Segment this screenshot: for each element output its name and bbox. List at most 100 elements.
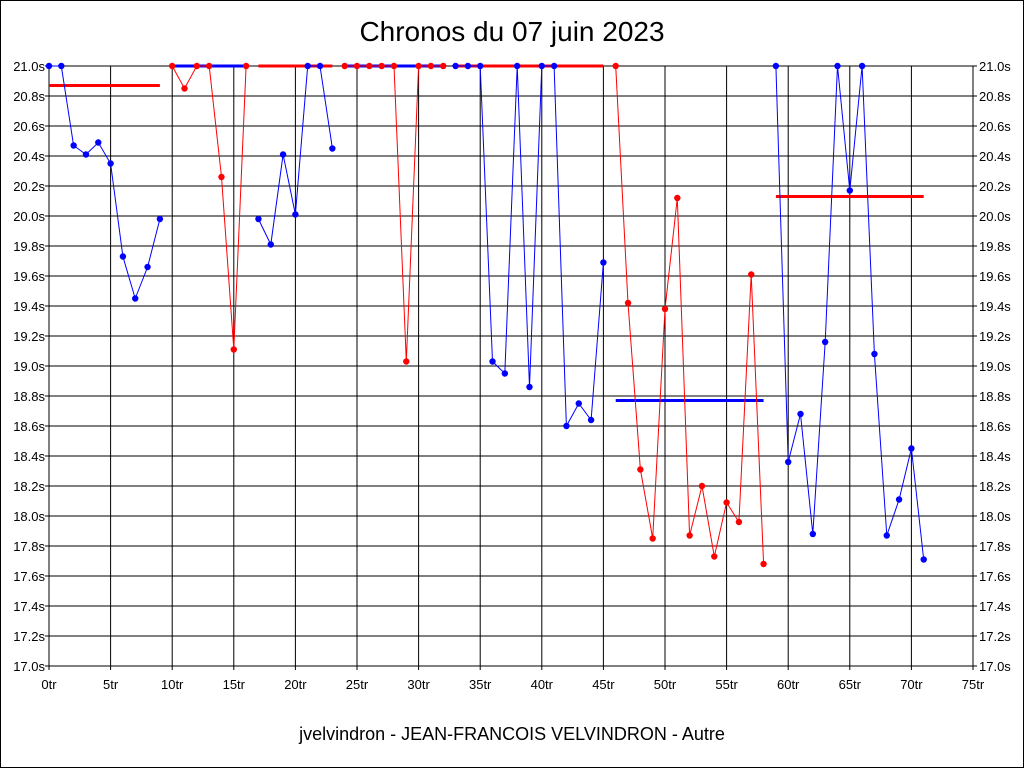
y-tick-label-right: 21.0s bbox=[979, 59, 1011, 74]
y-tick-label-right: 19.2s bbox=[979, 329, 1011, 344]
chart-title: Chronos du 07 juin 2023 bbox=[359, 16, 665, 47]
data-point bbox=[526, 383, 533, 391]
data-point bbox=[723, 499, 730, 506]
y-tick-label-right: 18.2s bbox=[979, 479, 1011, 494]
data-point bbox=[846, 187, 853, 194]
data-point bbox=[82, 151, 90, 158]
y-tick-label-right: 19.6s bbox=[979, 269, 1011, 284]
y-tick-label-left: 19.2s bbox=[13, 329, 45, 344]
data-point bbox=[329, 145, 336, 152]
x-tick-label: 30tr bbox=[407, 677, 430, 692]
y-tick-label-left: 18.2s bbox=[13, 479, 45, 494]
data-point bbox=[477, 62, 484, 70]
y-tick-label-right: 20.2s bbox=[979, 179, 1011, 194]
y-tick-label-right: 18.6s bbox=[979, 419, 1011, 434]
data-point bbox=[316, 62, 324, 70]
data-point bbox=[735, 518, 743, 526]
data-point bbox=[698, 482, 706, 490]
y-tick-label-left: 17.0s bbox=[13, 659, 45, 674]
y-tick-label-left: 18.6s bbox=[13, 419, 45, 434]
data-point bbox=[501, 370, 509, 377]
y-tick-label-left: 17.2s bbox=[13, 629, 45, 644]
data-point bbox=[785, 458, 792, 466]
x-tick-label: 20tr bbox=[284, 677, 307, 692]
data-point bbox=[415, 62, 422, 70]
data-point bbox=[883, 532, 890, 539]
y-tick-label-right: 19.8s bbox=[979, 239, 1011, 254]
data-point bbox=[107, 160, 114, 167]
y-tick-label-right: 18.8s bbox=[979, 389, 1011, 404]
data-point bbox=[760, 560, 767, 568]
y-tick-label-left: 20.8s bbox=[13, 89, 45, 104]
x-tick-label: 75tr bbox=[962, 677, 985, 692]
data-point bbox=[686, 532, 693, 539]
data-point bbox=[797, 410, 804, 418]
data-point bbox=[440, 62, 447, 70]
data-point bbox=[908, 445, 915, 452]
x-tick-label: 60tr bbox=[777, 677, 800, 692]
data-point bbox=[920, 556, 927, 563]
data-point bbox=[304, 62, 311, 70]
y-tick-label-left: 19.0s bbox=[13, 359, 45, 374]
y-tick-label-right: 20.8s bbox=[979, 89, 1011, 104]
data-point bbox=[70, 142, 77, 149]
data-point bbox=[538, 62, 545, 70]
data-point bbox=[95, 139, 102, 146]
data-point bbox=[871, 350, 878, 358]
data-point bbox=[58, 62, 65, 70]
y-tick-label-left: 18.0s bbox=[13, 509, 45, 524]
data-point bbox=[821, 338, 829, 346]
data-point bbox=[353, 62, 361, 70]
data-point bbox=[403, 358, 410, 365]
data-point bbox=[279, 151, 287, 158]
y-tick-label-right: 20.4s bbox=[979, 149, 1011, 164]
data-point bbox=[513, 62, 521, 70]
data-point bbox=[242, 62, 250, 70]
y-tick-label-left: 19.4s bbox=[13, 299, 45, 314]
data-point bbox=[809, 530, 817, 538]
data-point bbox=[834, 62, 841, 70]
data-point bbox=[674, 194, 681, 202]
y-tick-label-left: 17.8s bbox=[13, 539, 45, 554]
data-point bbox=[144, 263, 151, 271]
y-tick-label-right: 17.8s bbox=[979, 539, 1011, 554]
y-tick-label-right: 19.0s bbox=[979, 359, 1011, 374]
x-tick-label: 5tr bbox=[103, 677, 119, 692]
data-point bbox=[624, 299, 632, 307]
data-point bbox=[292, 211, 299, 218]
data-point bbox=[575, 400, 582, 407]
data-point bbox=[550, 62, 558, 70]
y-tick-label-right: 18.0s bbox=[979, 509, 1011, 524]
data-point bbox=[132, 295, 139, 302]
y-tick-label-left: 18.4s bbox=[13, 449, 45, 464]
data-point bbox=[563, 422, 570, 430]
x-tick-label: 70tr bbox=[900, 677, 923, 692]
x-tick-label: 35tr bbox=[469, 677, 492, 692]
data-point bbox=[255, 215, 262, 223]
data-point bbox=[464, 62, 472, 70]
y-tick-label-left: 21.0s bbox=[13, 59, 45, 74]
x-tick-label: 40tr bbox=[531, 677, 554, 692]
x-tick-label: 45tr bbox=[592, 677, 615, 692]
data-point bbox=[895, 496, 903, 503]
x-tick-label: 10tr bbox=[161, 677, 184, 692]
y-tick-label-left: 19.8s bbox=[13, 239, 45, 254]
data-point bbox=[489, 358, 496, 365]
x-tick-label: 15tr bbox=[223, 677, 246, 692]
data-point bbox=[205, 62, 213, 70]
x-tick-label: 55tr bbox=[715, 677, 738, 692]
data-point bbox=[156, 215, 164, 223]
y-tick-label-left: 17.4s bbox=[13, 599, 45, 614]
data-point bbox=[452, 62, 459, 70]
y-tick-label-right: 17.2s bbox=[979, 629, 1011, 644]
y-tick-label-right: 20.0s bbox=[979, 209, 1011, 224]
data-point bbox=[230, 346, 237, 353]
y-tick-label-left: 20.6s bbox=[13, 119, 45, 134]
chart-x-label: jvelvindron - JEAN-FRANCOIS VELVINDRON -… bbox=[299, 724, 725, 744]
data-point bbox=[193, 62, 201, 70]
data-point bbox=[390, 62, 398, 70]
data-point bbox=[600, 259, 607, 266]
x-tick-label: 25tr bbox=[346, 677, 369, 692]
data-point bbox=[169, 62, 176, 70]
data-point bbox=[366, 62, 373, 70]
